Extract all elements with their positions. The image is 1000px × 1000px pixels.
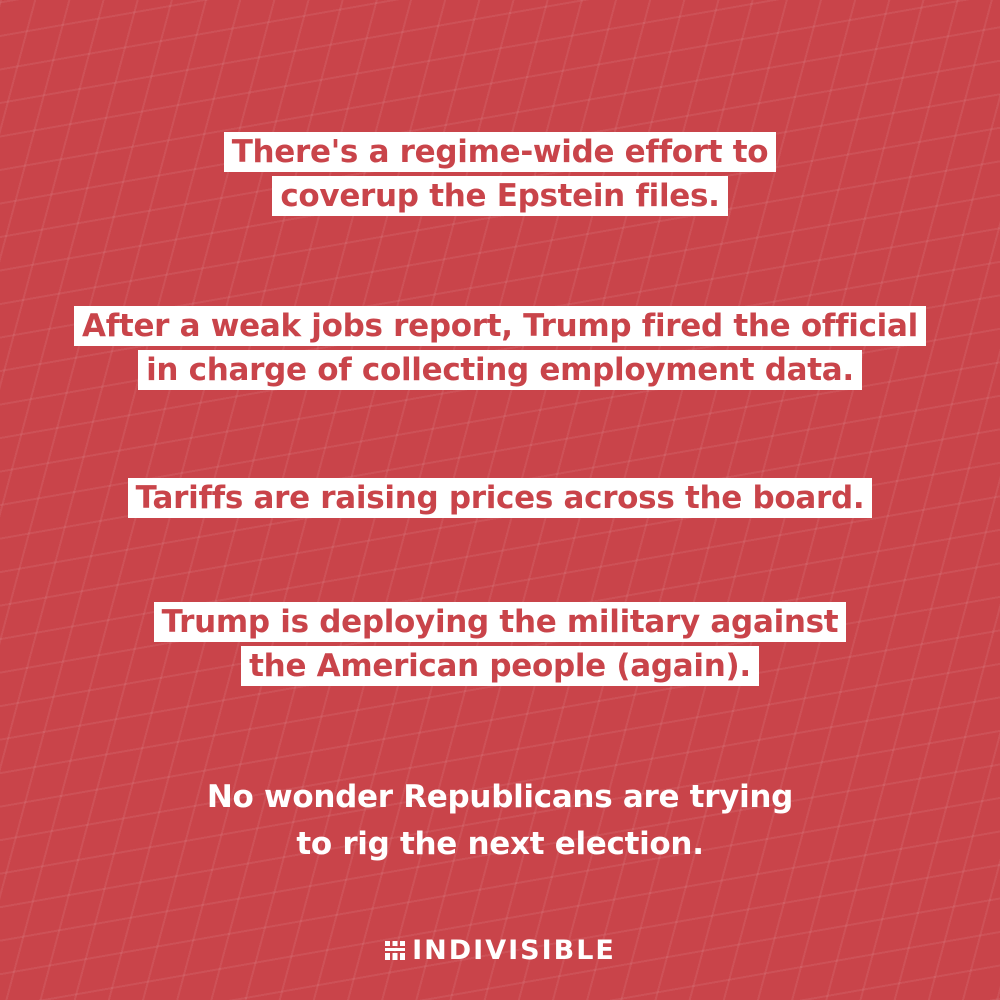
statement-line: in charge of collecting employment data.: [138, 350, 862, 390]
statement-jobs-report: After a weak jobs report, Trump fired th…: [0, 306, 1000, 394]
brand-name: INDIVISIBLE: [412, 935, 616, 966]
statement-line: There's a regime-wide effort to: [223, 132, 777, 172]
statement-line: Tariffs are raising prices across the bo…: [127, 478, 873, 518]
conclusion-text: No wonder Republicans are trying to rig …: [0, 774, 1000, 868]
statement-epstein: There's a regime-wide effort to coverup …: [0, 132, 1000, 220]
indivisible-logo-icon: [385, 940, 406, 960]
statement-line: After a weak jobs report, Trump fired th…: [74, 306, 926, 346]
conclusion-line: No wonder Republicans are trying: [206, 779, 794, 815]
statement-line: the American people (again).: [241, 646, 759, 686]
statement-line: coverup the Epstein files.: [272, 176, 728, 216]
statement-tariffs: Tariffs are raising prices across the bo…: [0, 478, 1000, 522]
statement-line: Trump is deploying the military against: [153, 602, 847, 642]
conclusion-line: to rig the next election.: [296, 826, 704, 862]
brand-logo: INDIVISIBLE: [0, 933, 1000, 969]
statement-military: Trump is deploying the military against …: [0, 602, 1000, 690]
